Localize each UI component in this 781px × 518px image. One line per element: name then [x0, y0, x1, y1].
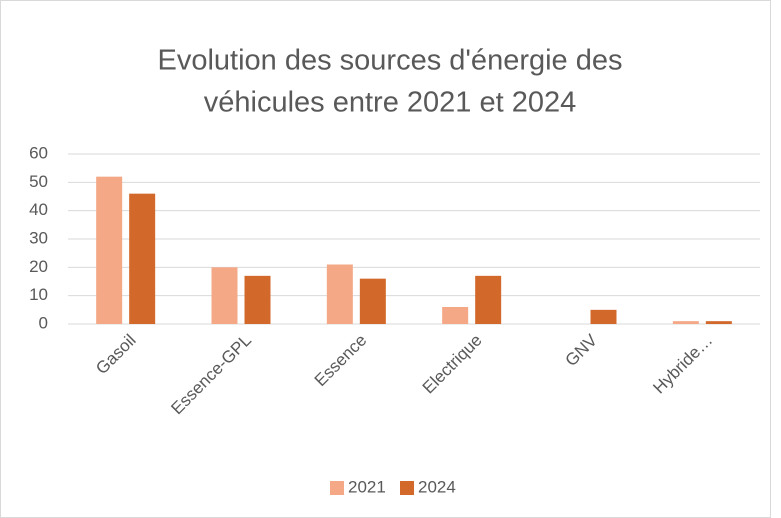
- bar: [442, 307, 469, 324]
- y-tick-label: 10: [29, 285, 48, 304]
- y-tick-label: 50: [29, 172, 48, 191]
- bar: [705, 321, 732, 324]
- y-tick-label: 60: [29, 143, 48, 162]
- bar: [672, 321, 699, 324]
- y-tick-label: 0: [39, 313, 48, 332]
- bar: [359, 278, 386, 324]
- bar: [244, 275, 271, 324]
- bar: [211, 267, 238, 324]
- legend-label: 2021: [348, 477, 386, 496]
- y-tick-label: 40: [29, 200, 48, 219]
- legend-swatch: [400, 481, 414, 495]
- legend-label: 2024: [418, 477, 456, 496]
- chart-title: Evolution des sources d'énergie des: [158, 45, 623, 77]
- bar: [326, 264, 353, 324]
- y-tick-label: 30: [29, 228, 48, 247]
- y-tick-label: 20: [29, 257, 48, 276]
- chart-title: véhicules entre 2021 et 2024: [204, 87, 576, 119]
- bar: [590, 309, 617, 324]
- bar: [475, 275, 502, 324]
- bar: [129, 193, 156, 324]
- bar: [96, 176, 123, 324]
- legend-swatch: [330, 481, 344, 495]
